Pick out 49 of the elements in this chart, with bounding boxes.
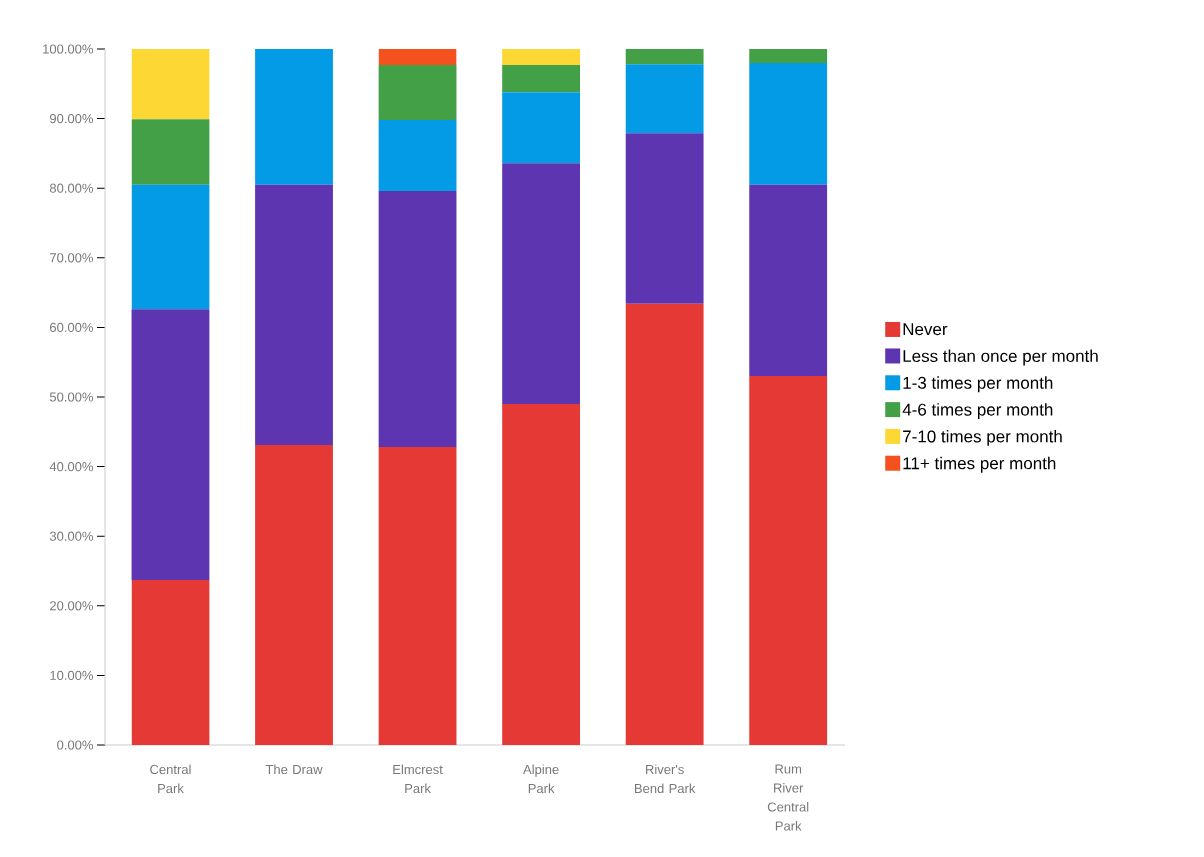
y-tick-label: 40.00%	[49, 461, 94, 472]
y-tick-label: 10.00%	[50, 670, 94, 680]
y-tick-label: 0.00%	[57, 740, 94, 750]
bar	[749, 62, 828, 185]
bar	[131, 48, 210, 120]
bar	[625, 133, 704, 304]
bar	[378, 65, 457, 120]
bar	[255, 445, 333, 745]
x-tick-label: Alpine Park	[523, 764, 559, 794]
bar	[131, 119, 210, 185]
legend-label: Less than once per month	[903, 349, 1098, 366]
bar	[749, 184, 828, 377]
bar	[378, 119, 457, 191]
legend-label: 1-3 times per month	[903, 376, 1053, 393]
bar	[378, 447, 457, 745]
legend-label: Never	[903, 323, 948, 336]
x-tick-label: River's Bend Park	[635, 764, 696, 794]
y-tick-label: 100.00%	[43, 44, 93, 54]
bar	[131, 580, 210, 745]
y-tick-label: 70.00%	[50, 253, 94, 263]
bar	[131, 309, 210, 581]
y-tick-label: 90.00%	[49, 113, 94, 124]
x-tick-label: The Draw	[265, 764, 323, 775]
bar	[502, 92, 581, 164]
bar	[749, 376, 828, 745]
y-tick-label: 60.00%	[50, 322, 94, 332]
bar	[625, 303, 704, 745]
bar	[502, 403, 581, 745]
bar	[502, 163, 581, 404]
legend-label: 4-6 times per month	[902, 403, 1053, 420]
x-tick-label: Central Park	[150, 764, 191, 794]
y-tick-label: 80.00%	[49, 183, 94, 193]
x-tick-label: Rum River Central Park	[767, 764, 809, 831]
y-tick-label: 30.00%	[49, 531, 94, 541]
x-tick-label: Elmcrest Park	[393, 764, 443, 794]
bar	[255, 184, 333, 446]
y-tick-label: 50.00%	[49, 392, 94, 402]
bar	[255, 48, 333, 185]
bar	[625, 64, 704, 134]
bar	[749, 48, 828, 63]
legend-label: 7-10 times per month	[903, 430, 1062, 446]
legend-label: 11+ times per month	[903, 456, 1056, 473]
y-tick-label: 20.00%	[50, 601, 94, 611]
bar	[502, 65, 581, 93]
bar	[378, 48, 457, 65]
bar	[378, 190, 457, 448]
bar	[625, 48, 704, 65]
bar	[131, 184, 210, 310]
bar	[502, 48, 581, 65]
